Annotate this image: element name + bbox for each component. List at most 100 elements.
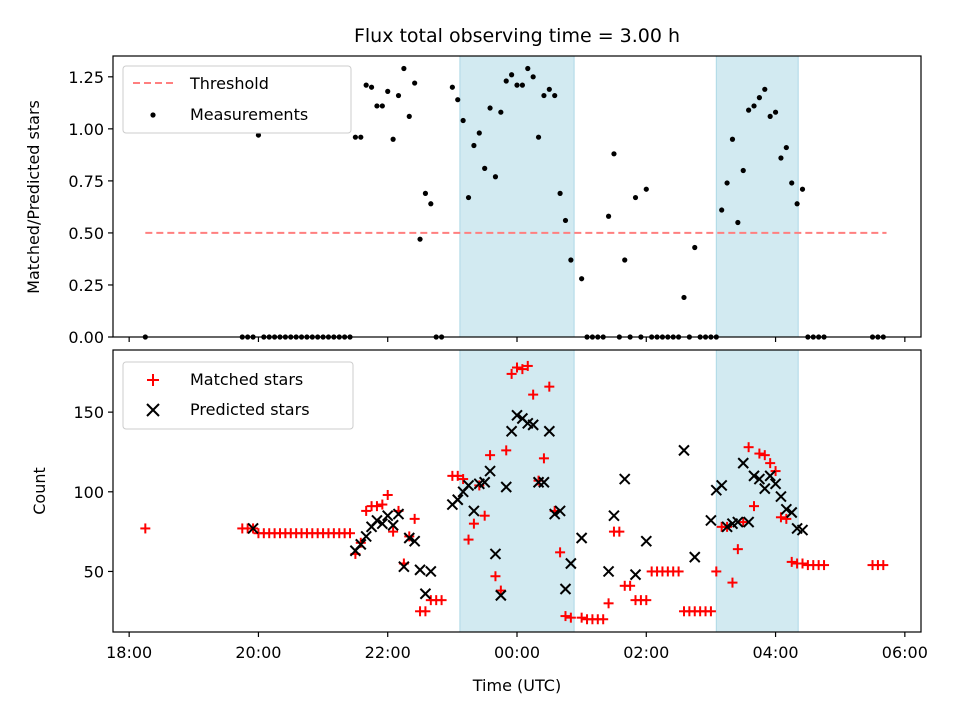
predicted-star-point [511, 409, 523, 422]
bottom-panel: 50 100 150 18:00 20:00 22:00 00:00 02:00 04:00 0… [30, 349, 928, 695]
predicted-star-point [759, 482, 771, 495]
predicted-star-point [619, 473, 631, 485]
measurement-point [482, 165, 488, 171]
measurement-point [460, 117, 466, 124]
predicted-star-point [408, 535, 421, 547]
matched-star-point [495, 585, 506, 596]
bottom-y-axis: 50 100 150 [73, 403, 113, 581]
predicted-star-point [629, 568, 642, 581]
measurement-point [783, 144, 789, 151]
matched-star-point [485, 450, 496, 461]
legend-predicted-label: Predicted stars [190, 400, 310, 419]
measurement-point [622, 257, 628, 263]
matched-star-point [743, 442, 754, 453]
matched-star-point [711, 566, 722, 577]
measurement-point [557, 190, 563, 196]
bottom-shaded-intervals [459, 349, 799, 633]
predicted-star-point [678, 444, 690, 457]
shaded-interval-1 [459, 55, 575, 338]
matched-star-point [560, 611, 571, 622]
top-legend-box [122, 65, 352, 134]
measurement-point [789, 180, 795, 186]
predicted-star-point [796, 524, 809, 536]
measurement-point [417, 236, 423, 242]
matched-star-point [361, 505, 372, 516]
matched-star-point [749, 501, 760, 512]
shaded-interval-2 [715, 349, 799, 633]
matched-star-point [538, 453, 549, 464]
predicted-star-point [478, 476, 491, 488]
x-tick-label: 20:00 [235, 643, 281, 662]
predicted-star-point [786, 506, 798, 519]
measurement-point [401, 65, 407, 72]
measurement-point [767, 113, 773, 119]
matched-star-point [501, 445, 512, 456]
measurement-point [492, 174, 499, 180]
measurement-point [643, 186, 649, 192]
matched-star-point [705, 606, 716, 617]
matched-star-point [388, 526, 399, 537]
measurement-point [352, 134, 358, 140]
matched-star-point [775, 512, 786, 523]
matched-star-point [382, 489, 393, 500]
matched-star-point [404, 531, 415, 542]
matched-star-point [512, 362, 522, 373]
measurement-point [778, 155, 784, 161]
legend-measurements-label: Measurements [190, 105, 308, 124]
measurement-point [363, 82, 369, 88]
predicted-star-point [769, 478, 782, 490]
legend-matched-label: Matched stars [190, 370, 303, 389]
matched-star-point [479, 510, 490, 521]
measurement-point [799, 186, 806, 192]
measurement-point [794, 201, 800, 207]
predicted-star-point [732, 516, 744, 528]
top-chart-title: Flux total observing time = 3.00 h [354, 25, 680, 47]
predicted-star-point [538, 476, 550, 488]
measurement-point [568, 257, 574, 263]
predicted-star-point [452, 494, 464, 506]
predicted-star-point [721, 521, 733, 533]
matched-star-point [420, 606, 431, 617]
matched-star-point [576, 612, 587, 623]
predicted-star-point [554, 505, 566, 517]
measurement-point [562, 217, 569, 224]
measurement-point [611, 151, 617, 157]
y-tick-label: 1.25 [68, 68, 104, 87]
measurement-point [724, 180, 730, 186]
matched-star-point [522, 360, 533, 371]
matched-star-point [555, 547, 566, 558]
matched-star-point [673, 566, 684, 577]
measurement-point [692, 244, 698, 251]
matched-star-point [452, 470, 463, 481]
predicted-star-point [705, 514, 717, 527]
predicted-star-point [780, 503, 793, 516]
x-axis-label: Time (UTC) [472, 676, 561, 695]
top-legend: Threshold Measurements [122, 65, 352, 134]
measurement-point [519, 82, 525, 88]
matched-star-point [614, 526, 625, 537]
x-tick-label: 00:00 [494, 643, 540, 662]
matched-star-point [528, 389, 539, 400]
matched-star-point [463, 534, 474, 545]
measurement-point [746, 107, 752, 113]
measurement-point [509, 72, 515, 78]
matched-star-point [355, 537, 366, 548]
predicted-star-point [527, 419, 539, 431]
measurement-point [476, 130, 482, 136]
predicted-star-point [640, 535, 652, 547]
measurement-point [535, 134, 542, 140]
matched-star-point [490, 571, 501, 582]
bottom-legend-box [122, 361, 354, 430]
measurement-point [255, 132, 262, 138]
predicted-star-point [468, 505, 480, 517]
measurement-point [751, 103, 757, 109]
predicted-star-point [414, 564, 426, 576]
matched-star-point [738, 517, 749, 528]
measurement-point [412, 80, 418, 86]
matched-star-point [732, 544, 743, 555]
predicted-star-point [715, 479, 728, 492]
bottom-y-axis-label: Count [30, 467, 49, 515]
predicted-star-point [565, 557, 577, 570]
top-y-axis: 0.00 0.25 0.50 0.75 1.00 1.25 [68, 68, 113, 347]
matched-star-point [517, 364, 528, 375]
